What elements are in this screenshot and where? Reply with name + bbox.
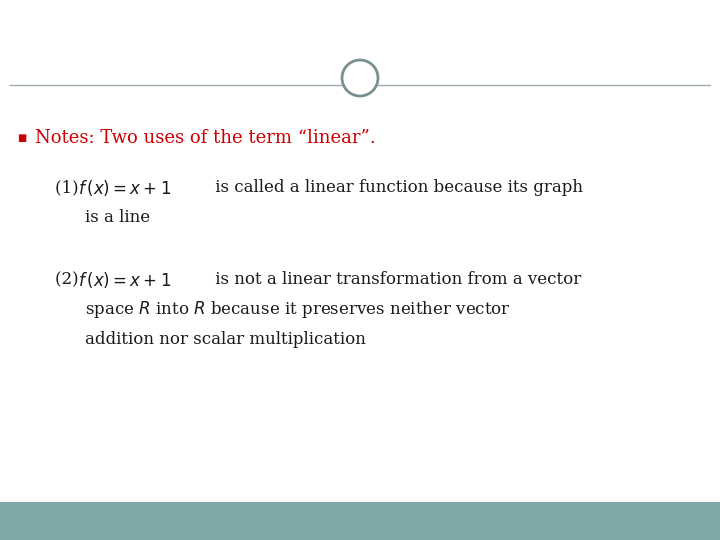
Text: addition nor scalar multiplication: addition nor scalar multiplication: [85, 332, 366, 348]
Text: $f\,(x) = x+1$: $f\,(x) = x+1$: [78, 270, 171, 290]
Text: Notes: Two uses of the term “linear”.: Notes: Two uses of the term “linear”.: [35, 129, 376, 147]
Circle shape: [342, 60, 378, 96]
Text: $f\,(x) = x+1$: $f\,(x) = x+1$: [78, 178, 171, 198]
Bar: [0, 502, 720, 540]
Text: is called a linear function because its graph: is called a linear function because its …: [210, 179, 583, 197]
Text: ■: ■: [17, 133, 27, 143]
Text: is not a linear transformation from a vector: is not a linear transformation from a ve…: [210, 272, 581, 288]
Text: (2): (2): [55, 272, 84, 288]
Text: is a line: is a line: [85, 210, 150, 226]
Text: (1): (1): [55, 179, 84, 197]
Text: space $R$ into $R$ because it preserves neither vector: space $R$ into $R$ because it preserves …: [85, 300, 510, 321]
